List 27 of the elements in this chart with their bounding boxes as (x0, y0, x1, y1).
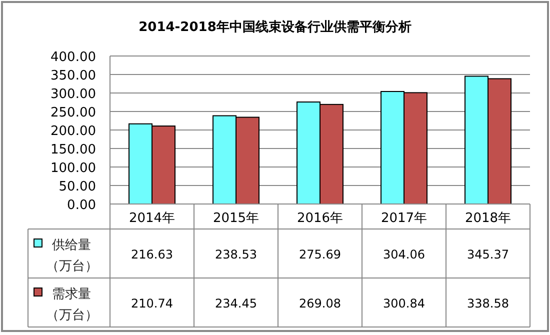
x-tick-label: 2016年 (296, 211, 344, 226)
y-tick-label: 0.00 (67, 198, 96, 213)
y-tick-label: 150.00 (50, 142, 96, 158)
data-label: 216.63 (131, 248, 173, 262)
data-label: 304.06 (383, 248, 425, 262)
legend-label: 供给量（万台） (46, 238, 98, 274)
legend-label: 需求量（万台） (46, 287, 98, 323)
y-tick-label: 400.00 (50, 50, 96, 65)
x-tick-label: 2018年 (464, 211, 512, 226)
x-tick-label: 2014年 (128, 211, 176, 226)
data-label: 338.58 (467, 296, 509, 310)
chart-title: 2014-2018年中国线束设备行业供需平衡分析 (138, 20, 412, 35)
data-label: 269.08 (299, 296, 341, 310)
y-tick-label: 50.00 (58, 180, 96, 194)
x-tick-label: 2015年 (212, 211, 260, 226)
y-tick-label: 250.00 (50, 106, 96, 120)
data-label: 210.74 (131, 296, 173, 310)
y-tick-label: 100.00 (50, 161, 96, 176)
data-label: 300.84 (383, 296, 425, 310)
data-label: 345.37 (467, 248, 509, 262)
y-tick-label: 200.00 (50, 124, 96, 139)
y-tick-label: 300.00 (50, 87, 96, 102)
x-tick-label: 2017年 (380, 211, 428, 226)
data-label: 238.53 (215, 248, 257, 262)
data-label: 275.69 (299, 248, 341, 262)
y-tick-label: 350.00 (50, 68, 96, 84)
data-label: 234.45 (215, 296, 257, 310)
